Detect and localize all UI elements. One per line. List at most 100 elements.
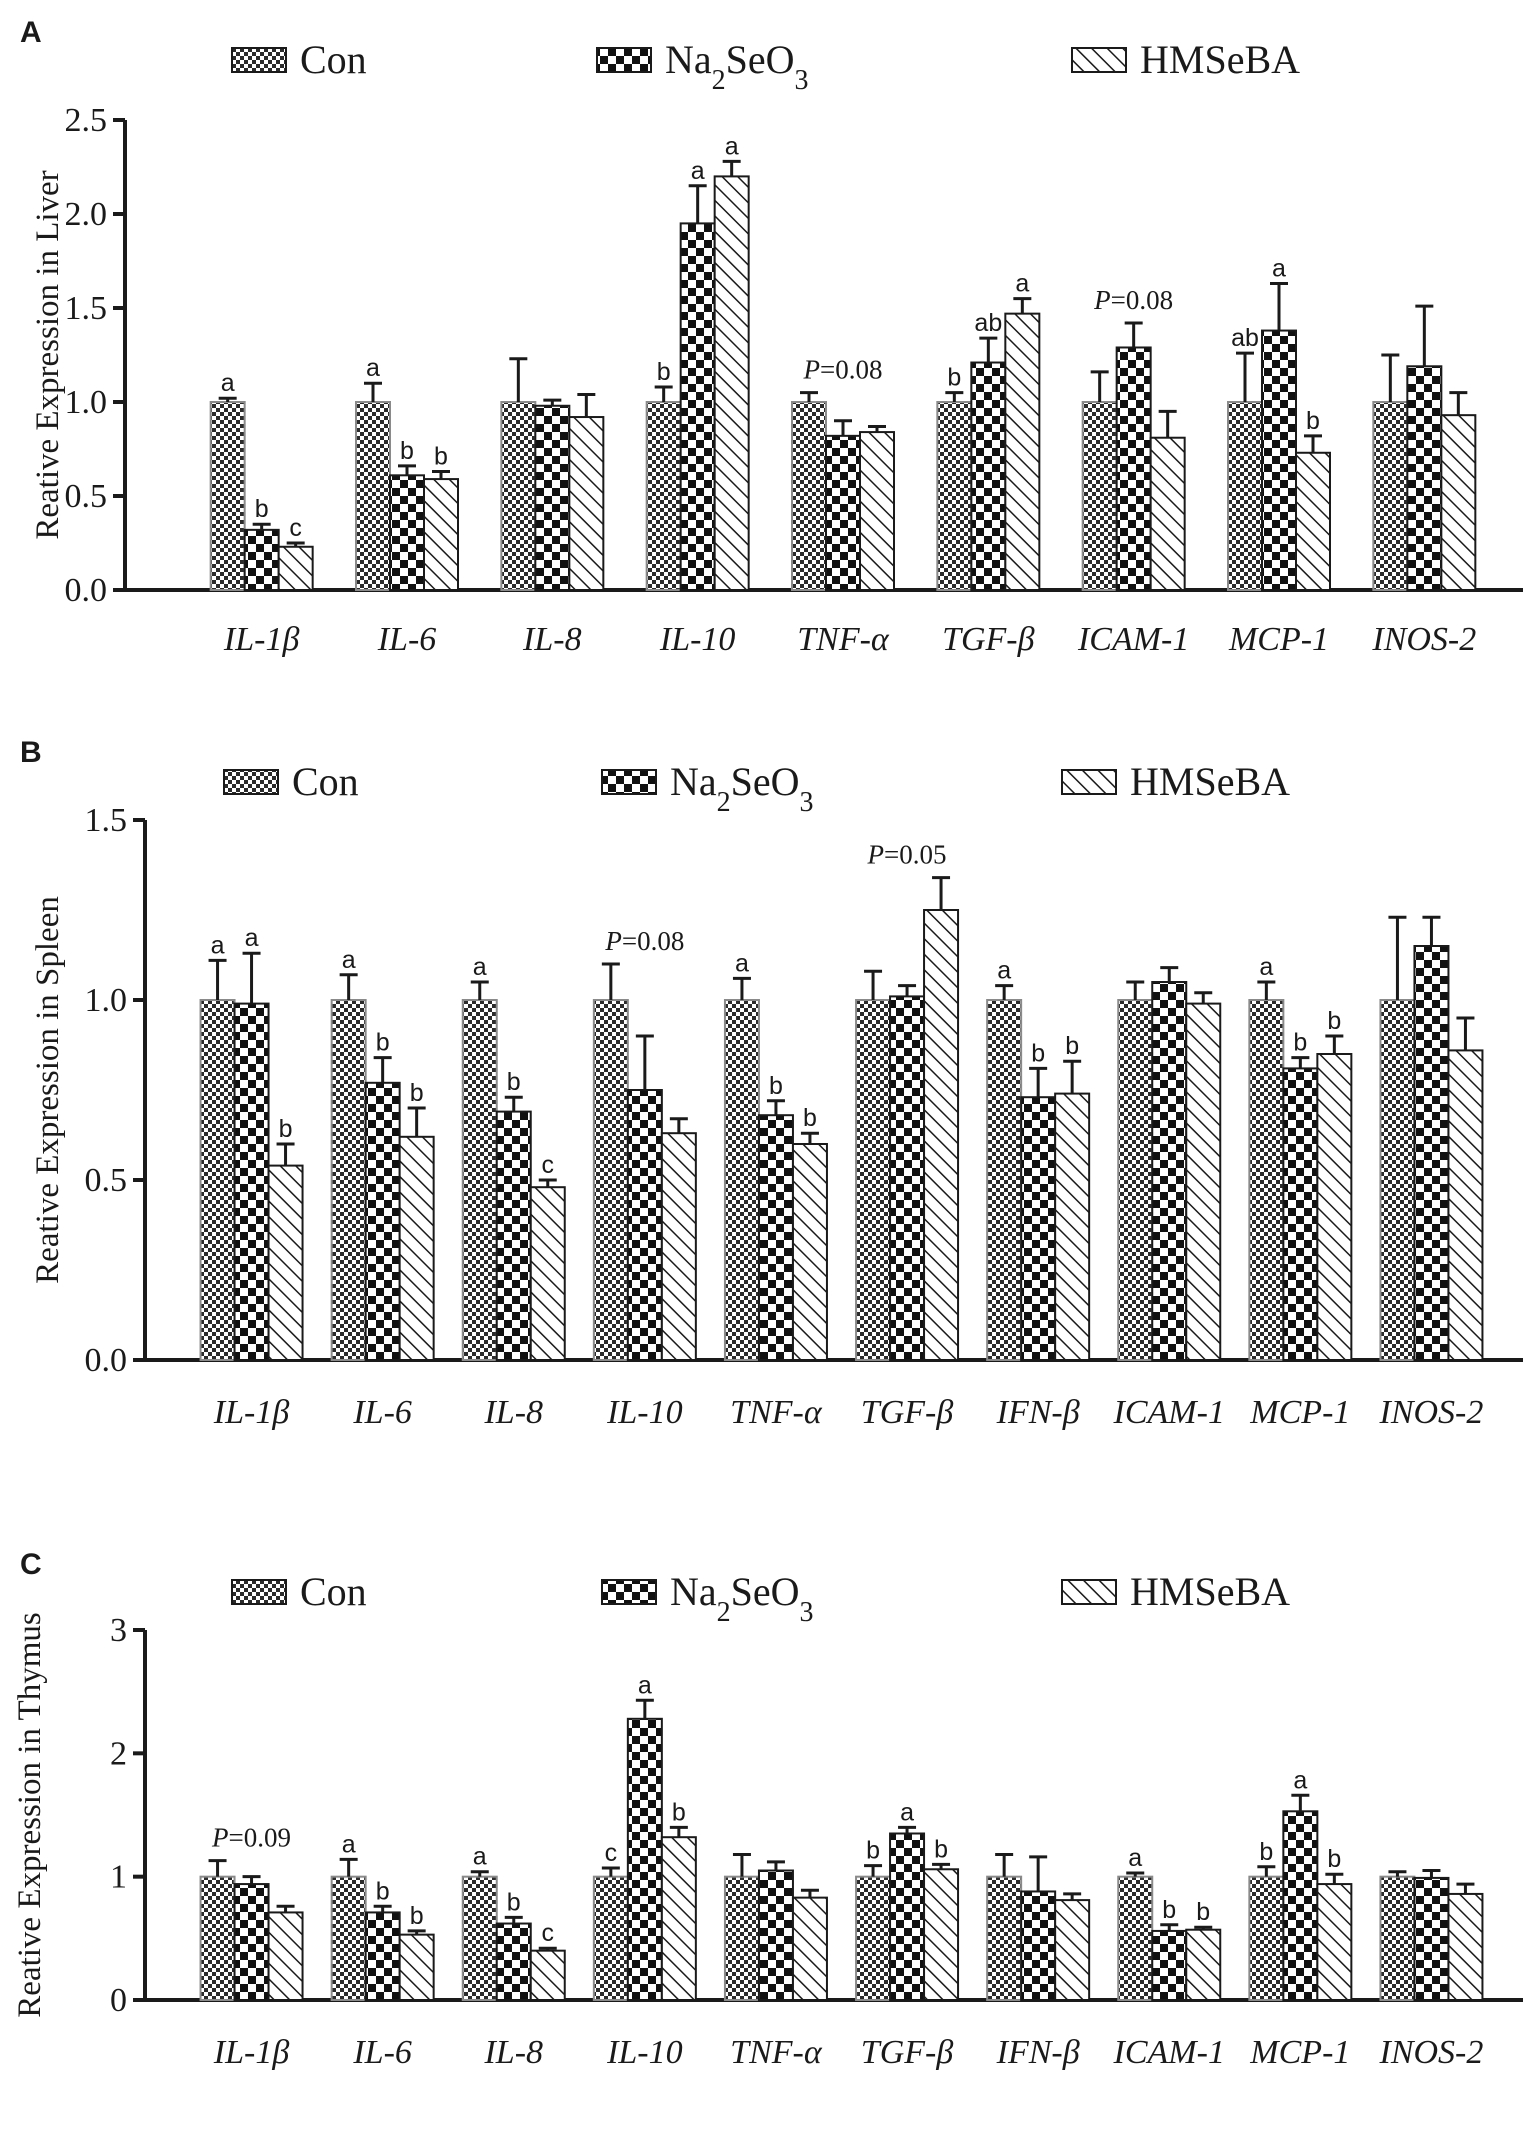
y-tick-label: 0.0: [85, 1342, 128, 1379]
category-label-tgf-beta: TGF-β: [861, 1394, 954, 1431]
significance-letter: b: [376, 1029, 390, 1057]
bar-con-ifn-beta: [986, 1875, 1023, 2001]
bar-hmseba-il-8: [529, 1949, 566, 2001]
category-label-il-10: IL-10: [606, 1394, 683, 1431]
significance-letter: c: [605, 1839, 618, 1867]
group-tnf-alpha: a bb TNF-α: [723, 949, 828, 1431]
group-tgf-beta: TGF-β P=0.05: [855, 840, 960, 1431]
bar-con-tnf-alpha: [723, 999, 760, 1361]
category-label-ifn-beta: IFN-β: [996, 1394, 1080, 1431]
bar-na2seo3-icam-1: [1115, 346, 1152, 592]
category-label-il-1beta: IL-1β: [213, 1394, 290, 1431]
group-il-8: abc IL-8: [461, 1843, 566, 2071]
legend-swatch-hmseba: [1061, 1579, 1117, 1605]
bar-na2seo3-mcp-1: [1282, 1067, 1319, 1362]
category-label-tgf-beta: TGF-β: [942, 621, 1035, 658]
significance-letter: a: [1128, 1844, 1142, 1872]
group-il-1beta: a bc IL-1β: [209, 369, 314, 658]
bar-con-il-6: [330, 999, 367, 1361]
significance-letter: a: [342, 946, 356, 974]
group-il-6: a bb IL-6: [330, 946, 435, 1431]
bar-con-il-10: [592, 1875, 629, 2001]
significance-letter: b: [434, 443, 448, 471]
bar-hmseba-il-6: [398, 1135, 435, 1362]
significance-letter: b: [410, 1902, 424, 1930]
significance-letter: b: [866, 1837, 880, 1865]
panel-b: B Con Na2SeO3 HMSeBA 0.0 0.5 1.0 1.5 Reative Exp…: [20, 736, 1523, 1431]
panel-letter: A: [20, 16, 42, 49]
bar-con-inos-2: [1379, 999, 1416, 1361]
category-label-icam-1: ICAM-1: [1113, 1394, 1225, 1431]
group-mcp-1: b a b MCP-1: [1248, 1766, 1353, 2071]
bar-hmseba-icam-1: [1185, 1928, 1222, 2001]
significance-letter: c: [542, 1151, 555, 1179]
group-il-10: IL-10 P=0.08: [592, 926, 697, 1431]
bar-hmseba-il-1beta: [277, 545, 314, 592]
group-il-10: b aa IL-10: [645, 132, 750, 658]
legend-label-na2seo3: Na2SeO3: [670, 1569, 814, 1628]
group-icam-1: ICAM-1 P=0.08: [1077, 285, 1189, 658]
p-value-label: P=0.09: [211, 1823, 291, 1853]
category-label-inos-2: INOS-2: [1379, 1394, 1484, 1431]
significance-letter: b: [1065, 1032, 1079, 1060]
y-tick-label: 1.5: [85, 802, 128, 839]
category-label-icam-1: ICAM-1: [1077, 621, 1189, 658]
y-axis-title: Reative Expression in Liver: [30, 170, 66, 539]
bar-hmseba-tnf-alpha: [791, 1896, 828, 2001]
panel-letter: B: [20, 736, 42, 769]
bar-na2seo3-tgf-beta: [970, 361, 1007, 591]
category-label-tnf-alpha: TNF-α: [797, 621, 890, 658]
bar-hmseba-inos-2: [1447, 1049, 1484, 1362]
panel-c: C Con Na2SeO3 HMSeBA 0 1 2 3 Reative Expression …: [12, 1548, 1523, 2071]
significance-letter: b: [672, 1798, 686, 1826]
bar-hmseba-tgf-beta: [1004, 312, 1041, 591]
group-tgf-beta: bab TGF-β: [855, 1798, 960, 2071]
category-label-tnf-alpha: TNF-α: [730, 2034, 823, 2071]
significance-letter: a: [1259, 953, 1273, 981]
bar-con-ifn-beta: [986, 999, 1023, 1361]
significance-letter: a: [1272, 255, 1286, 283]
y-tick-label: 3: [110, 1612, 127, 1649]
bar-na2seo3-il-6: [389, 474, 425, 592]
significance-letter: b: [947, 364, 961, 392]
y-tick-label: 0.5: [65, 478, 108, 515]
significance-letter: ab: [974, 309, 1002, 337]
significance-letter: b: [1327, 1845, 1341, 1873]
legend-label-con: Con: [300, 37, 367, 82]
bar-hmseba-il-10: [713, 175, 750, 591]
bar-hmseba-mcp-1: [1295, 451, 1331, 592]
category-label-inos-2: INOS-2: [1371, 621, 1476, 658]
legend-swatch-na2seo3: [601, 769, 657, 795]
bar-hmseba-il-1beta: [267, 1911, 304, 2002]
bar-na2seo3-ifn-beta: [1020, 1096, 1057, 1361]
significance-letter: b: [1306, 407, 1320, 435]
bar-na2seo3-inos-2: [1406, 365, 1443, 591]
y-tick-label: 2.5: [65, 102, 108, 139]
legend-label-con: Con: [292, 759, 359, 804]
group-ifn-beta: a b b IFN-β: [986, 957, 1091, 1431]
y-tick-label: 0.5: [85, 1162, 128, 1199]
significance-letter: b: [657, 358, 671, 386]
bar-hmseba-il-10: [660, 1836, 697, 2001]
category-label-il-8: IL-8: [483, 1394, 543, 1431]
y-tick-label: 0: [110, 1982, 127, 2019]
bar-hmseba-il-8: [529, 1186, 566, 1361]
bar-na2seo3-il-10: [626, 1717, 663, 2002]
significance-letter: a: [473, 953, 487, 981]
bar-con-il-6: [355, 401, 391, 591]
y-tick-label: 2: [110, 1735, 127, 1772]
bar-hmseba-mcp-1: [1316, 1883, 1353, 2001]
bar-na2seo3-il-1beta: [233, 1002, 270, 1361]
significance-letter: ab: [1231, 324, 1259, 352]
significance-letter: a: [211, 931, 225, 959]
legend-swatch-hmseba: [1071, 47, 1127, 73]
legend-swatch-na2seo3: [601, 1579, 657, 1605]
bar-hmseba-icam-1: [1149, 436, 1186, 591]
bar-hmseba-inos-2: [1440, 414, 1477, 591]
bar-con-il-10: [592, 999, 629, 1361]
legend-label-con: Con: [300, 1569, 367, 1614]
bar-hmseba-ifn-beta: [1054, 1899, 1091, 2001]
bar-con-il-8: [500, 401, 537, 591]
